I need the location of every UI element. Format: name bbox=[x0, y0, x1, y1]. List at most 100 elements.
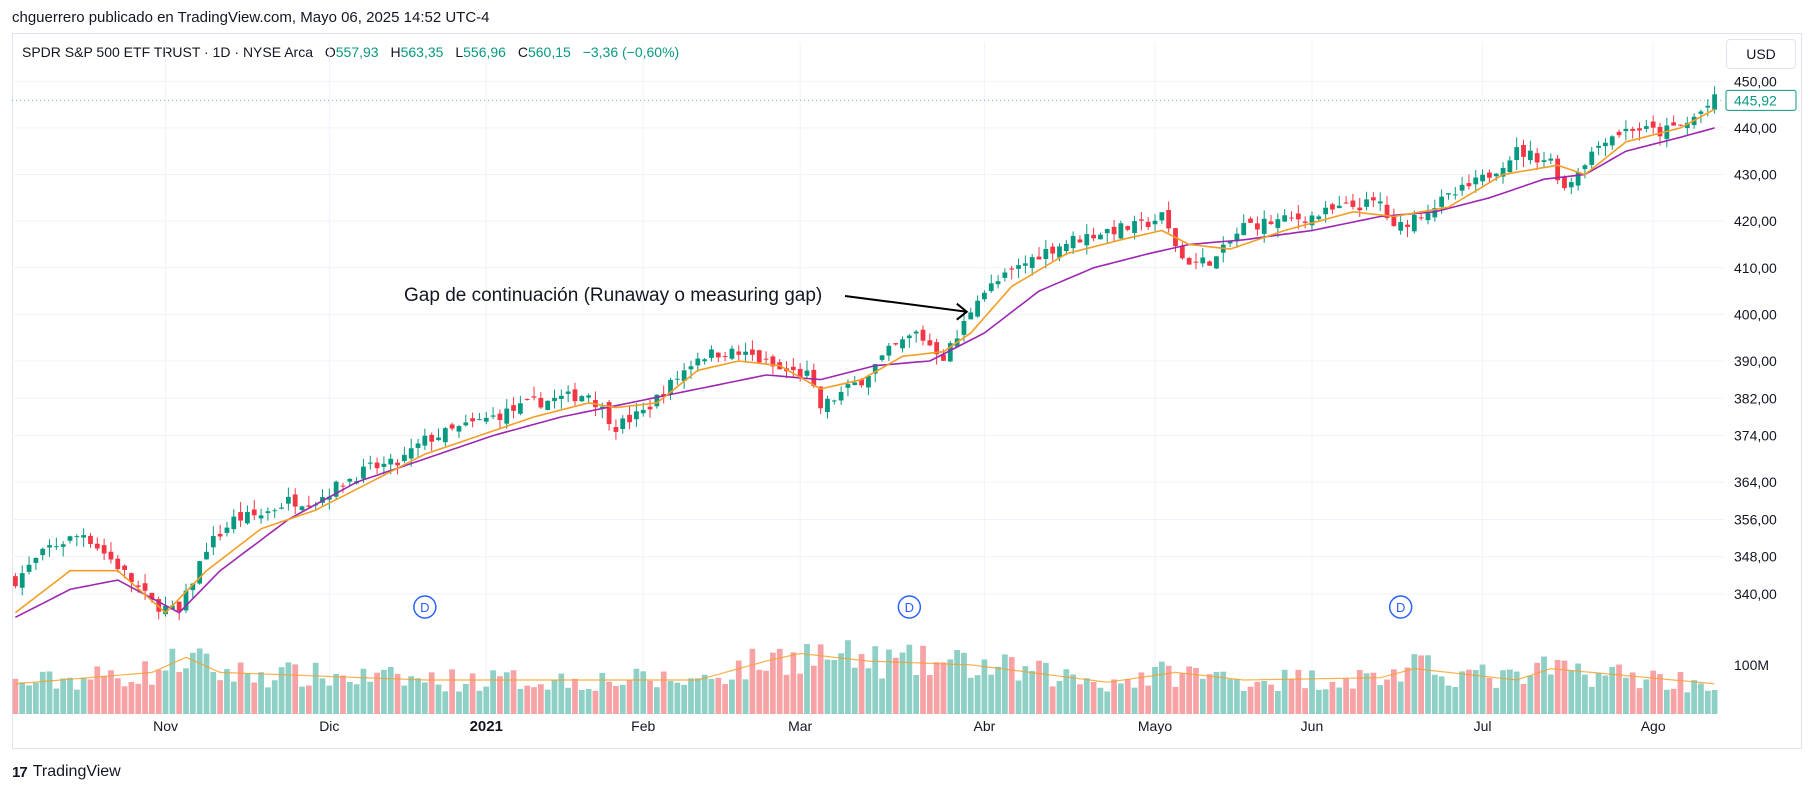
candle-body bbox=[129, 573, 134, 583]
candle-body bbox=[852, 382, 858, 386]
dividend-marker[interactable] bbox=[413, 595, 437, 619]
candle-body bbox=[1705, 105, 1711, 108]
volume-bar bbox=[1486, 678, 1493, 714]
y-tick-label: 430,00 bbox=[1734, 167, 1777, 183]
volume-bar bbox=[749, 648, 756, 714]
tradingview-footer[interactable]: 17 TradingView bbox=[12, 763, 121, 781]
y-tick-label: 440,00 bbox=[1734, 120, 1777, 136]
candle-body bbox=[224, 527, 230, 533]
candle-body bbox=[825, 398, 830, 413]
volume-bar bbox=[770, 652, 776, 714]
volume-bar bbox=[1568, 670, 1575, 714]
candle-body bbox=[1009, 268, 1015, 270]
volume-bar bbox=[947, 659, 954, 714]
volume-bar bbox=[503, 672, 510, 714]
candle-body bbox=[1254, 223, 1260, 230]
candle-body bbox=[797, 368, 803, 378]
volume-bar bbox=[374, 672, 380, 714]
candle-body bbox=[279, 507, 284, 509]
tradingview-logo-icon: 17 bbox=[12, 763, 28, 781]
publisher-line: chguerrero publicado en TradingView.com,… bbox=[12, 9, 490, 26]
volume-bar bbox=[1083, 678, 1090, 714]
candle-body bbox=[606, 402, 612, 424]
candle-body bbox=[1241, 223, 1247, 236]
candle-body bbox=[388, 458, 394, 465]
volume-bar bbox=[469, 673, 476, 714]
dividend-marker[interactable] bbox=[897, 595, 922, 619]
volume-bar bbox=[1281, 669, 1288, 714]
volume-bar bbox=[1165, 665, 1172, 714]
volume-bar bbox=[599, 672, 606, 714]
candle-body bbox=[1712, 94, 1717, 110]
volume-bar bbox=[340, 675, 346, 714]
volume-bar bbox=[804, 644, 810, 714]
volume-bar bbox=[1152, 666, 1158, 714]
candle-body bbox=[1275, 219, 1281, 228]
candle-body bbox=[395, 462, 400, 466]
x-tick-label: Feb bbox=[631, 718, 655, 734]
volume-bar bbox=[1691, 680, 1697, 714]
volume-bar bbox=[1008, 657, 1015, 714]
volume-bar bbox=[46, 671, 53, 714]
volume-bar bbox=[1158, 661, 1165, 714]
candle-body bbox=[238, 512, 243, 521]
volume-bar bbox=[265, 687, 271, 714]
volume-bar bbox=[981, 659, 988, 714]
candle-body bbox=[94, 543, 100, 549]
volume-bar bbox=[1418, 655, 1425, 714]
candle-body bbox=[695, 358, 701, 366]
candle-body bbox=[1070, 235, 1076, 249]
volume-bar bbox=[1015, 680, 1022, 714]
candle-body bbox=[436, 437, 441, 440]
volume-bar bbox=[667, 680, 674, 714]
volume-bar bbox=[1650, 670, 1657, 714]
volume-bar bbox=[1288, 678, 1295, 714]
open-value: 557,93 bbox=[335, 44, 379, 60]
candle-body bbox=[1132, 221, 1137, 234]
volume-bar bbox=[1438, 676, 1445, 714]
volume-bar bbox=[537, 684, 544, 714]
candle-body bbox=[579, 396, 585, 402]
symbol-name[interactable]: SPDR S&P 500 ETF TRUST · 1D · NYSE Arca bbox=[22, 44, 313, 60]
volume-bar bbox=[456, 691, 462, 714]
volume-bar bbox=[913, 675, 920, 714]
volume-bar bbox=[1206, 674, 1213, 714]
candle-body bbox=[1084, 234, 1090, 246]
volume-bar bbox=[1090, 681, 1097, 714]
candle-body bbox=[1562, 176, 1567, 189]
candle-body bbox=[552, 397, 557, 402]
candle-body bbox=[1261, 218, 1267, 234]
volume-bar bbox=[872, 646, 879, 714]
candle-body bbox=[108, 551, 114, 560]
volume-bar bbox=[210, 671, 217, 714]
volume-bar bbox=[1186, 666, 1193, 714]
volume-bar bbox=[224, 669, 230, 714]
candle-body bbox=[1411, 214, 1417, 232]
volume-bar bbox=[1561, 660, 1568, 714]
y-tick-label: 374,00 bbox=[1734, 428, 1777, 444]
volume-bar bbox=[1179, 673, 1186, 714]
currency-button[interactable]: USD bbox=[1726, 39, 1796, 69]
volume-bar bbox=[1309, 670, 1315, 714]
volume-bar bbox=[421, 682, 428, 714]
candle-body bbox=[893, 343, 899, 345]
volume-bar bbox=[1397, 681, 1404, 714]
candle-body bbox=[456, 426, 462, 432]
volume-bar bbox=[1657, 674, 1663, 714]
candle-body bbox=[408, 448, 414, 459]
candle-body bbox=[565, 391, 571, 394]
dividend-marker[interactable] bbox=[1388, 595, 1413, 619]
volume-bar bbox=[531, 687, 537, 714]
volume-bar bbox=[783, 674, 790, 714]
candle-body bbox=[1098, 234, 1103, 240]
volume-bar bbox=[367, 681, 374, 714]
volume-bar bbox=[449, 669, 456, 714]
volume-axis-label: 100M bbox=[1734, 657, 1769, 673]
volume-bar bbox=[1404, 667, 1411, 714]
candle-body bbox=[845, 384, 851, 388]
candle-body bbox=[1138, 219, 1144, 221]
volume-bar bbox=[1199, 678, 1206, 714]
volume-bar bbox=[892, 657, 899, 714]
volume-bar bbox=[954, 650, 960, 714]
